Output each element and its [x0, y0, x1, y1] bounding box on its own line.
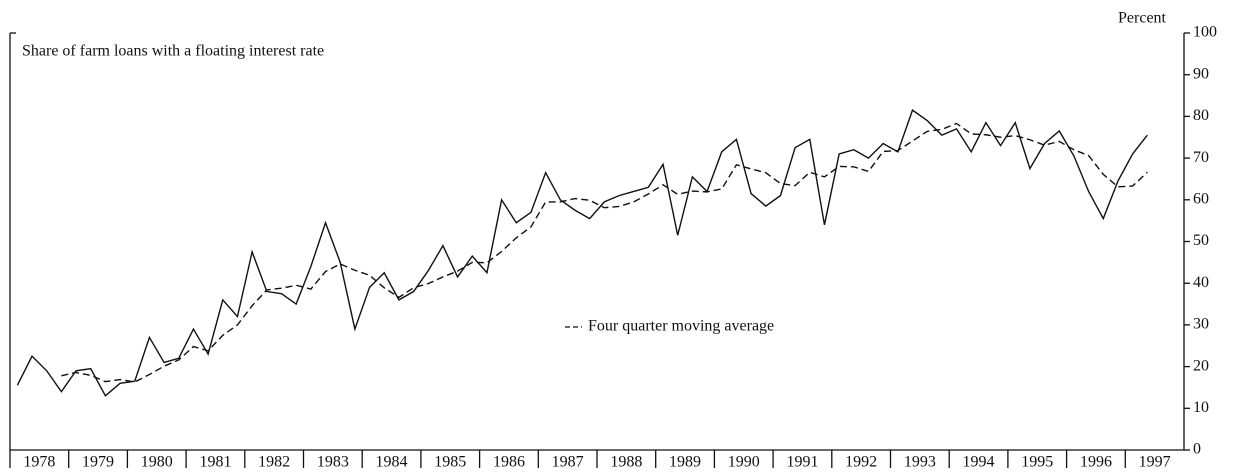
x-tick-label: 1994	[963, 454, 995, 471]
x-tick-label: 1996	[1080, 454, 1112, 471]
x-tick-label: 1997	[1139, 454, 1171, 471]
x-tick-label: 1983	[317, 454, 349, 471]
x-tick-label: 1985	[434, 454, 466, 471]
chart-title: Share of farm loans with a floating inte…	[22, 43, 324, 60]
x-tick-label: 1990	[728, 454, 760, 471]
x-tick-label: 1992	[845, 454, 877, 471]
x-tick-label: 1988	[610, 454, 642, 471]
y-tick-label: 80	[1193, 107, 1209, 124]
x-tick-label: 1993	[904, 454, 936, 471]
x-tick-label: 1989	[669, 454, 701, 471]
y-tick-label: 60	[1193, 190, 1209, 207]
legend-label: Four quarter moving average	[588, 318, 774, 335]
y-tick-label: 20	[1193, 357, 1209, 374]
x-tick-label: 1980	[141, 454, 173, 471]
data-line	[61, 122, 1148, 383]
x-tick-label: 1982	[258, 454, 290, 471]
x-tick-label: 1984	[376, 454, 408, 471]
y-tick-label: 40	[1193, 274, 1209, 291]
x-tick-label: 1981	[199, 454, 231, 471]
y-tick-label: 10	[1193, 399, 1209, 416]
y-tick-label: 70	[1193, 149, 1209, 166]
x-tick-label: 1987	[552, 454, 584, 471]
y-tick-label: 30	[1193, 316, 1209, 333]
x-tick-label: 1991	[786, 454, 818, 471]
y-tick-label: 0	[1193, 441, 1201, 458]
y-axis-label: Percent	[1118, 10, 1167, 27]
y-tick-label: 50	[1193, 232, 1209, 249]
y-tick-label: 100	[1193, 24, 1217, 41]
x-tick-label: 1979	[82, 454, 114, 471]
y-tick-label: 90	[1193, 65, 1209, 82]
x-tick-label: 1978	[23, 454, 55, 471]
x-tick-label: 1986	[493, 454, 525, 471]
x-tick-label: 1995	[1021, 454, 1053, 471]
